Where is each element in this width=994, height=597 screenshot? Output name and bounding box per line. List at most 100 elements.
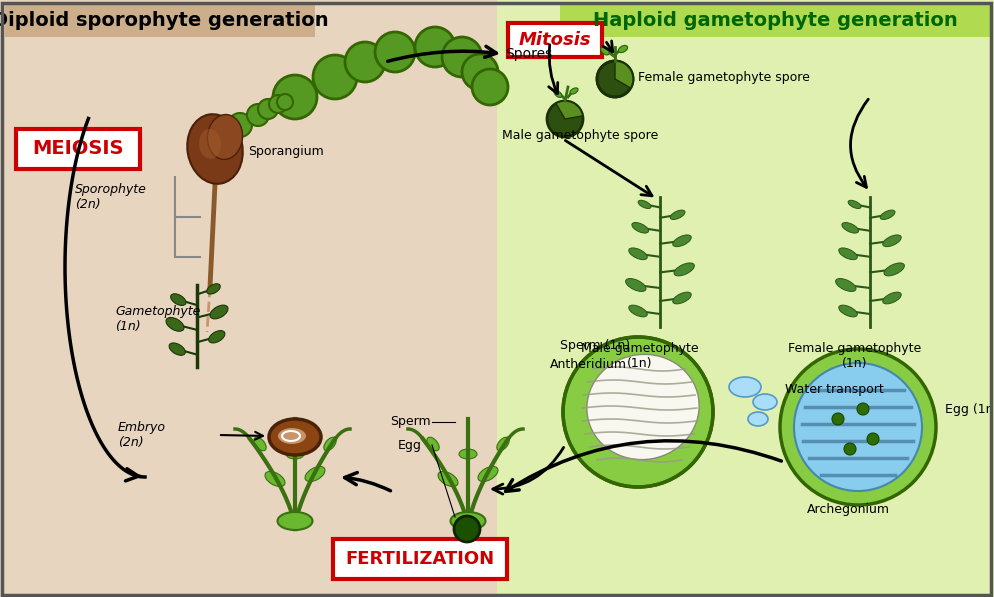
Circle shape [273,75,317,119]
Circle shape [844,443,856,455]
Text: Diploid sporophyte generation: Diploid sporophyte generation [0,11,328,30]
Ellipse shape [674,263,695,276]
Ellipse shape [629,248,647,260]
Circle shape [454,516,480,542]
Ellipse shape [884,263,905,276]
Ellipse shape [286,449,304,459]
Text: Sperm: Sperm [390,416,430,429]
Ellipse shape [618,45,627,53]
Ellipse shape [629,305,647,317]
Circle shape [832,413,844,425]
Circle shape [258,99,278,119]
Ellipse shape [673,235,691,247]
Text: Sporophyte
(2n): Sporophyte (2n) [75,183,147,211]
Ellipse shape [497,437,509,451]
Ellipse shape [625,279,646,291]
Text: Sporangium: Sporangium [248,146,324,158]
Ellipse shape [673,292,691,304]
Circle shape [780,349,936,505]
Ellipse shape [253,437,266,451]
Circle shape [415,27,455,67]
Ellipse shape [570,88,579,94]
Text: Gametophyte
(1n): Gametophyte (1n) [115,305,201,333]
Ellipse shape [883,292,902,304]
Circle shape [375,32,415,72]
Text: Haploid gametophyte generation: Haploid gametophyte generation [592,11,957,30]
Ellipse shape [555,91,562,97]
Text: Water transport: Water transport [785,383,884,396]
Circle shape [215,136,221,142]
Ellipse shape [324,437,336,451]
Text: Antheridium: Antheridium [550,358,627,371]
Circle shape [867,433,879,445]
FancyBboxPatch shape [333,539,507,579]
Text: Egg (1η): Egg (1η) [945,402,994,416]
Text: Male gametophyte spore: Male gametophyte spore [502,128,658,141]
Circle shape [269,95,287,113]
Circle shape [547,101,583,137]
Circle shape [462,54,498,90]
Ellipse shape [426,437,439,451]
Ellipse shape [450,512,485,530]
Ellipse shape [459,449,477,459]
Text: FERTILIZATION: FERTILIZATION [346,550,495,568]
Text: Female gametophyte
(1n): Female gametophyte (1n) [788,342,921,370]
Ellipse shape [586,355,699,460]
Circle shape [345,42,385,82]
Circle shape [563,337,713,487]
Ellipse shape [166,318,184,331]
Ellipse shape [187,114,243,184]
Circle shape [794,363,922,491]
Bar [0,0,497,597]
Circle shape [597,61,633,97]
Text: Spores: Spores [505,47,553,61]
Circle shape [277,94,293,110]
Text: Embryo
(2n): Embryo (2n) [118,421,166,449]
Ellipse shape [836,279,856,291]
Text: Sperm (1n): Sperm (1n) [560,338,630,352]
Text: Male gametophyte
(1n): Male gametophyte (1n) [581,342,699,370]
Circle shape [209,141,216,149]
Ellipse shape [171,294,186,306]
Circle shape [472,69,508,105]
Ellipse shape [208,115,243,159]
Text: Archegonium: Archegonium [806,503,890,515]
Text: Female gametophyte spore: Female gametophyte spore [638,70,810,84]
Circle shape [201,148,209,156]
Ellipse shape [269,419,321,455]
Bar [497,0,994,597]
Ellipse shape [729,377,761,397]
Ellipse shape [600,47,609,55]
Ellipse shape [305,466,325,482]
Ellipse shape [199,129,221,159]
Ellipse shape [842,223,859,233]
Ellipse shape [748,412,768,426]
Ellipse shape [438,472,458,487]
Ellipse shape [632,223,648,233]
Ellipse shape [277,512,312,530]
Ellipse shape [210,305,228,319]
Ellipse shape [209,331,225,343]
Ellipse shape [670,210,685,220]
Ellipse shape [277,427,307,445]
Circle shape [442,37,482,77]
Circle shape [857,403,869,415]
FancyBboxPatch shape [16,129,140,169]
Wedge shape [615,61,633,88]
Ellipse shape [753,394,777,410]
Circle shape [226,126,234,134]
Bar [5,5,315,37]
Text: MEIOSIS: MEIOSIS [32,140,123,158]
Ellipse shape [839,305,857,317]
Text: Mitosis: Mitosis [519,31,591,49]
Ellipse shape [207,284,221,294]
Ellipse shape [883,235,902,247]
Text: Egg: Egg [398,439,421,451]
Circle shape [222,131,229,139]
Circle shape [247,104,269,126]
Ellipse shape [478,466,498,482]
Circle shape [313,55,357,99]
Ellipse shape [848,200,861,208]
Ellipse shape [638,200,651,208]
Ellipse shape [265,472,285,487]
